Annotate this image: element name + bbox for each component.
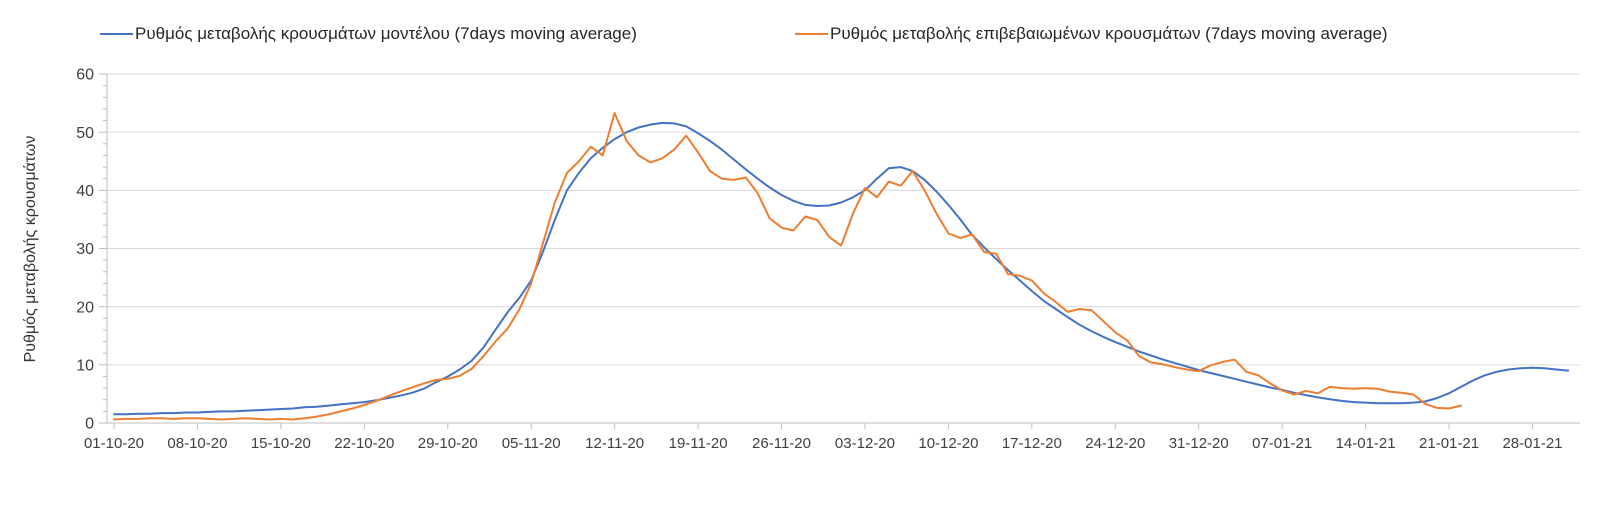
y-tick-label: 30 xyxy=(76,241,94,258)
y-tick-label: 40 xyxy=(76,183,94,200)
x-tick-label: 26-11-20 xyxy=(752,435,811,452)
legend-item-confirmed[interactable]: Ρυθμός μεταβολής επιβεβαιωμένων κρουσμάτ… xyxy=(795,24,1388,44)
model-series-line-swatch xyxy=(100,33,133,35)
x-tick-label: 28-01-21 xyxy=(1502,435,1562,452)
y-tick-label: 20 xyxy=(76,299,94,316)
x-tick-label: 15-10-20 xyxy=(251,435,311,452)
x-tick-label: 22-10-20 xyxy=(334,435,394,452)
x-tick-label: 21-01-21 xyxy=(1419,435,1479,452)
legend-label-confirmed: Ρυθμός μεταβολής επιβεβαιωμένων κρουσμάτ… xyxy=(830,24,1388,43)
confirmed-series-line xyxy=(113,112,1462,421)
x-tick-label: 31-12-20 xyxy=(1169,435,1229,452)
legend: Ρυθμός μεταβολής κρουσμάτων μοντέλου (7d… xyxy=(0,0,1619,48)
x-tick-label: 08-10-20 xyxy=(167,435,227,452)
x-tick-label: 17-12-20 xyxy=(1002,435,1062,452)
y-tick-label: 50 xyxy=(76,125,94,142)
model-series-line xyxy=(113,121,1570,416)
y-tick-label: 60 xyxy=(76,67,94,84)
x-tick-label: 10-12-20 xyxy=(918,435,978,452)
y-tick-label: 0 xyxy=(85,416,94,433)
legend-item-model[interactable]: Ρυθμός μεταβολής κρουσμάτων μοντέλου (7d… xyxy=(100,24,637,44)
x-tick-label: 12-11-20 xyxy=(585,435,644,452)
y-tick-label: 10 xyxy=(76,357,94,374)
x-tick-label: 24-12-20 xyxy=(1085,435,1145,452)
confirmed-series-line-swatch xyxy=(795,33,828,35)
legend-label-model: Ρυθμός μεταβολής κρουσμάτων μοντέλου (7d… xyxy=(135,24,637,43)
x-tick-label: 19-11-20 xyxy=(669,435,728,452)
x-tick-label: 29-10-20 xyxy=(418,435,478,452)
x-tick-label: 14-01-21 xyxy=(1336,435,1396,452)
x-tick-label: 01-10-20 xyxy=(84,435,144,452)
x-tick-label: 05-11-20 xyxy=(502,435,561,452)
x-tick-label: 03-12-20 xyxy=(835,435,895,452)
x-tick-label: 07-01-21 xyxy=(1252,435,1312,452)
